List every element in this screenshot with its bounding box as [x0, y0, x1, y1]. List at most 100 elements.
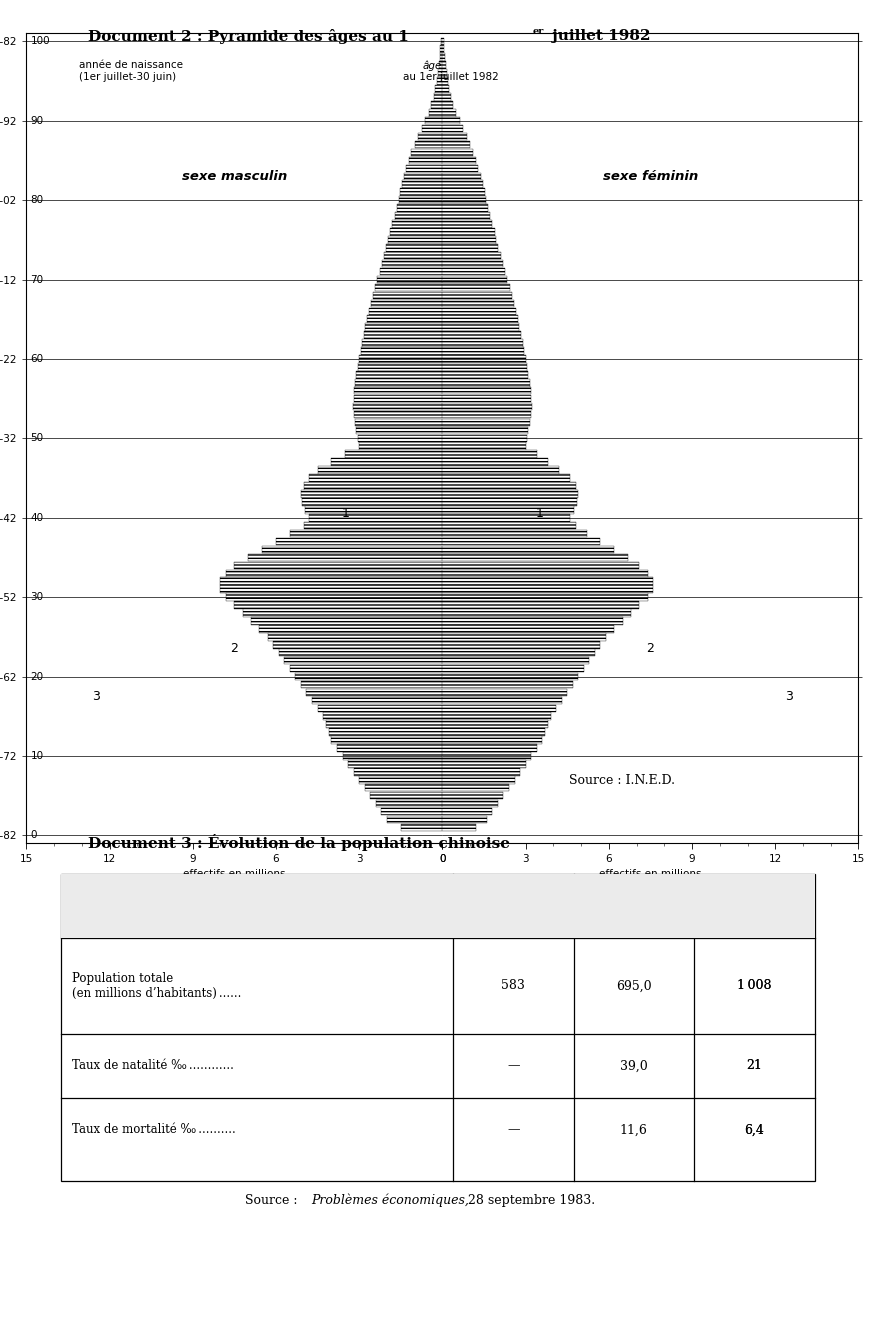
Bar — [442, 514, 570, 522]
Bar — [442, 680, 573, 688]
Bar — [307, 688, 442, 696]
Text: Taux de natalité ‰ ............: Taux de natalité ‰ ............ — [72, 1059, 234, 1073]
Bar — [328, 728, 442, 736]
Bar — [442, 776, 514, 783]
Bar — [442, 355, 526, 363]
Bar — [262, 546, 442, 554]
Text: —: — — [507, 1059, 519, 1073]
Bar — [442, 554, 628, 562]
Bar — [442, 467, 559, 474]
Bar — [234, 602, 442, 608]
Bar — [442, 506, 574, 514]
Bar — [442, 180, 483, 188]
Bar — [305, 506, 442, 514]
Text: 80: 80 — [31, 195, 44, 205]
Bar — [373, 292, 442, 299]
Text: 21: 21 — [746, 1059, 762, 1073]
Bar — [348, 760, 442, 767]
Bar — [400, 188, 442, 196]
Bar — [442, 347, 524, 355]
Bar — [442, 371, 528, 379]
Bar — [442, 236, 497, 244]
Bar — [364, 331, 442, 339]
Bar — [442, 443, 526, 450]
Bar — [408, 156, 442, 164]
Text: 1: 1 — [535, 507, 543, 520]
Bar — [414, 141, 442, 148]
Bar — [442, 45, 444, 53]
Text: Document 3 : Évolution de la population chinoise: Document 3 : Évolution de la population … — [88, 834, 510, 851]
Bar — [399, 196, 442, 204]
Bar — [442, 268, 505, 275]
Bar — [442, 93, 451, 100]
Bar — [442, 712, 550, 720]
Text: année de naissance: année de naissance — [79, 60, 183, 69]
Bar — [442, 339, 523, 347]
Text: 90: 90 — [31, 116, 44, 125]
Bar — [442, 578, 653, 586]
Bar — [378, 276, 442, 283]
Bar — [442, 133, 467, 140]
Bar — [442, 522, 576, 530]
Bar — [375, 284, 442, 291]
Bar — [442, 220, 492, 228]
Bar — [357, 435, 442, 442]
Bar — [359, 355, 442, 363]
Bar — [442, 736, 542, 744]
Bar — [412, 148, 442, 156]
Bar — [442, 648, 595, 656]
Bar — [442, 664, 583, 672]
Bar — [392, 220, 442, 228]
Text: 11,6: 11,6 — [620, 1123, 648, 1137]
Bar — [290, 664, 442, 672]
Bar — [439, 61, 442, 69]
Bar — [395, 212, 442, 220]
Bar — [361, 347, 442, 355]
Bar — [442, 363, 527, 371]
Bar — [442, 704, 556, 712]
Bar — [317, 704, 442, 712]
Text: (1er juillet-30 juin): (1er juillet-30 juin) — [79, 72, 176, 81]
Bar — [312, 696, 442, 704]
Bar — [442, 141, 470, 148]
Bar — [442, 53, 445, 61]
Bar — [345, 451, 442, 458]
Bar — [442, 125, 463, 132]
Text: Recensements: Recensements — [211, 899, 303, 912]
Bar — [359, 776, 442, 783]
Bar — [386, 244, 442, 252]
Bar — [355, 419, 442, 427]
Bar — [304, 522, 442, 530]
Bar — [337, 744, 442, 752]
Bar — [279, 648, 442, 656]
Bar — [365, 323, 442, 331]
Bar — [442, 688, 568, 696]
Bar — [442, 228, 495, 236]
Bar — [442, 379, 530, 387]
Bar — [442, 482, 576, 490]
Bar — [331, 736, 442, 744]
Text: er: er — [533, 27, 544, 36]
Bar — [442, 634, 606, 640]
Bar — [442, 752, 531, 760]
Bar — [442, 419, 530, 427]
Bar — [442, 594, 647, 600]
Bar — [259, 626, 442, 632]
Text: 583: 583 — [501, 979, 526, 992]
Bar — [354, 395, 442, 403]
Text: âge: âge — [422, 60, 442, 71]
Bar — [355, 379, 442, 387]
Bar — [438, 69, 442, 77]
Bar — [354, 387, 442, 395]
Bar — [442, 156, 477, 164]
Bar — [442, 498, 577, 506]
Text: 3: 3 — [785, 690, 793, 703]
Bar — [442, 720, 548, 728]
Bar — [226, 570, 442, 578]
Text: Taux de mortalité ‰ ..........: Taux de mortalité ‰ .......... — [72, 1123, 236, 1137]
Text: 50: 50 — [31, 434, 44, 443]
Bar — [317, 467, 442, 474]
Bar — [442, 672, 578, 680]
Bar — [442, 117, 460, 124]
Text: 1953: 1953 — [498, 899, 529, 912]
